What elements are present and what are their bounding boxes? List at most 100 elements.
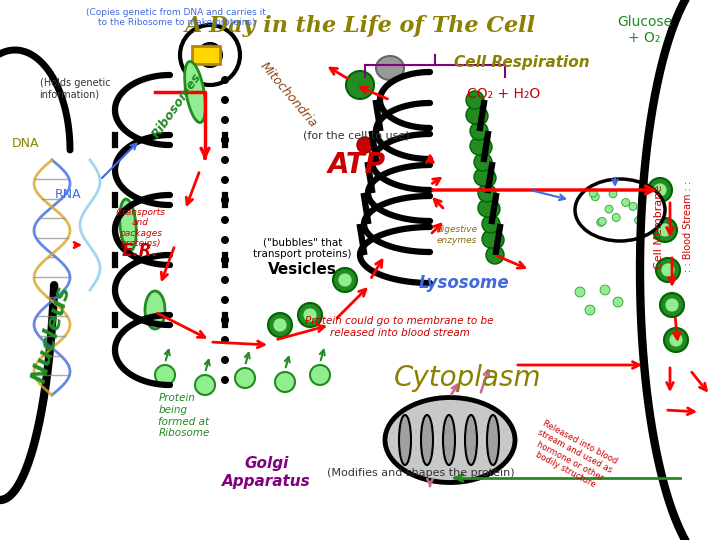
Circle shape xyxy=(658,223,672,237)
Circle shape xyxy=(221,276,229,284)
Text: ("bubbles" that
transport proteins): ("bubbles" that transport proteins) xyxy=(253,238,351,259)
Text: Mitochondria: Mitochondria xyxy=(257,59,319,130)
Circle shape xyxy=(357,137,373,153)
Circle shape xyxy=(273,318,287,332)
Circle shape xyxy=(656,258,680,282)
Ellipse shape xyxy=(120,199,136,251)
Text: Protein could go to membrane to be
released into blood stream: Protein could go to membrane to be relea… xyxy=(305,316,494,338)
Ellipse shape xyxy=(465,415,477,465)
Circle shape xyxy=(221,96,229,104)
Circle shape xyxy=(235,368,255,388)
Circle shape xyxy=(653,183,667,197)
Text: Released into blood
stream and used as
hormone or other
bodily structure: Released into blood stream and used as h… xyxy=(526,419,618,494)
Text: ATP: ATP xyxy=(328,151,385,179)
Circle shape xyxy=(221,76,229,84)
Circle shape xyxy=(482,230,500,248)
Ellipse shape xyxy=(184,62,205,123)
Circle shape xyxy=(585,305,595,315)
Circle shape xyxy=(298,303,322,327)
Circle shape xyxy=(221,256,229,264)
Circle shape xyxy=(195,375,215,395)
Text: DNA: DNA xyxy=(12,137,39,150)
Circle shape xyxy=(474,138,492,156)
Text: A Day in the Life of The Cell: A Day in the Life of The Cell xyxy=(184,15,536,37)
Text: (transports
and
packages
proteins): (transports and packages proteins) xyxy=(115,208,166,248)
Circle shape xyxy=(621,199,630,206)
Circle shape xyxy=(589,189,597,197)
Circle shape xyxy=(346,71,374,99)
Ellipse shape xyxy=(575,179,665,241)
Text: Lysosome: Lysosome xyxy=(419,274,510,293)
Circle shape xyxy=(221,116,229,124)
Circle shape xyxy=(600,285,610,295)
Text: Protein
being
formed at
Ribosome: Protein being formed at Ribosome xyxy=(158,394,210,438)
FancyBboxPatch shape xyxy=(192,46,220,64)
Text: CO₂ + H₂O: CO₂ + H₂O xyxy=(467,87,541,102)
Circle shape xyxy=(333,268,357,292)
Circle shape xyxy=(629,202,637,211)
Circle shape xyxy=(155,365,175,385)
Circle shape xyxy=(221,136,229,144)
Circle shape xyxy=(613,297,623,307)
Circle shape xyxy=(198,43,222,67)
Circle shape xyxy=(612,213,620,221)
Circle shape xyxy=(486,231,504,249)
Text: RNA: RNA xyxy=(55,188,81,201)
Circle shape xyxy=(474,153,492,171)
Circle shape xyxy=(221,336,229,344)
Ellipse shape xyxy=(487,415,499,465)
Circle shape xyxy=(221,296,229,304)
Text: (Modifies and shapes the protein): (Modifies and shapes the protein) xyxy=(328,468,515,477)
Text: Glucose
+ O₂: Glucose + O₂ xyxy=(617,15,672,45)
Circle shape xyxy=(598,218,606,225)
Circle shape xyxy=(221,236,229,244)
Circle shape xyxy=(221,196,229,204)
Circle shape xyxy=(221,356,229,364)
Circle shape xyxy=(310,365,330,385)
Circle shape xyxy=(221,156,229,164)
Circle shape xyxy=(275,372,295,392)
Circle shape xyxy=(660,293,684,317)
Circle shape xyxy=(597,218,605,226)
Text: E.R.: E.R. xyxy=(122,242,159,260)
Text: digestive
enzymes: digestive enzymes xyxy=(436,225,478,245)
Text: (for the cell to use): (for the cell to use) xyxy=(303,130,410,140)
Text: (Holds genetic
information): (Holds genetic information) xyxy=(40,78,110,100)
Circle shape xyxy=(221,376,229,384)
Circle shape xyxy=(605,205,613,213)
Circle shape xyxy=(634,217,643,224)
Text: Golgi
Apparatus: Golgi Apparatus xyxy=(222,456,311,489)
Ellipse shape xyxy=(385,397,515,483)
Circle shape xyxy=(478,184,496,202)
Circle shape xyxy=(478,199,496,217)
Circle shape xyxy=(470,107,488,125)
Circle shape xyxy=(653,218,677,242)
Circle shape xyxy=(482,215,500,233)
Circle shape xyxy=(661,263,675,277)
Circle shape xyxy=(466,106,484,124)
Circle shape xyxy=(648,178,672,202)
Circle shape xyxy=(221,216,229,224)
Circle shape xyxy=(575,287,585,297)
Circle shape xyxy=(470,137,488,155)
Ellipse shape xyxy=(399,415,411,465)
Text: Cell Respiration: Cell Respiration xyxy=(454,55,590,70)
Text: Cell Membrane: Cell Membrane xyxy=(654,185,664,269)
Circle shape xyxy=(221,196,229,204)
Ellipse shape xyxy=(376,56,404,80)
Ellipse shape xyxy=(421,415,433,465)
Text: Cytoplasm: Cytoplasm xyxy=(395,364,541,392)
Circle shape xyxy=(474,168,492,186)
Ellipse shape xyxy=(443,415,455,465)
Circle shape xyxy=(338,273,352,287)
Circle shape xyxy=(591,193,599,201)
Circle shape xyxy=(470,122,488,140)
Text: Nucleus: Nucleus xyxy=(29,284,74,386)
Circle shape xyxy=(221,316,229,324)
Text: : : Blood Stream : :: : : Blood Stream : : xyxy=(683,181,693,272)
Circle shape xyxy=(221,136,229,144)
Circle shape xyxy=(482,200,500,218)
Circle shape xyxy=(664,328,688,352)
Circle shape xyxy=(303,308,317,322)
Circle shape xyxy=(221,176,229,184)
